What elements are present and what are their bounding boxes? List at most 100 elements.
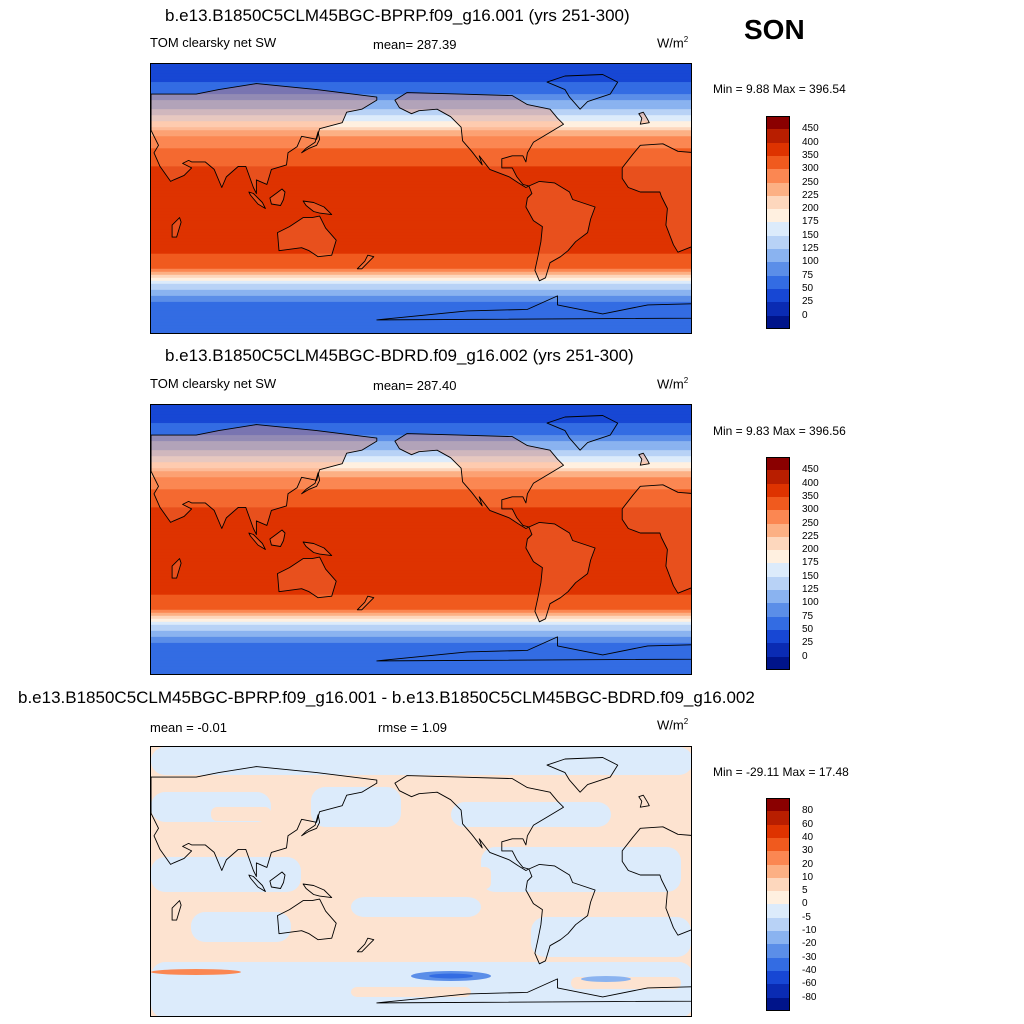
panel-1-lat-band <box>151 70 691 74</box>
panel-1-lat-band <box>151 160 691 164</box>
panel-3-negative-min-core <box>429 973 473 979</box>
panel-1-lat-band <box>151 166 691 170</box>
panel-2-lat-band <box>151 597 691 602</box>
panel-3-coastline-northamerica <box>394 775 564 871</box>
panel-1-lat-band <box>151 118 691 122</box>
panel-2-lat-band <box>151 600 691 605</box>
panel-2-lat-band <box>151 660 691 665</box>
panel-2-lat-band <box>151 609 691 614</box>
panel-3-colorbar-tick-label: 5 <box>802 885 808 897</box>
panel-2-lat-band <box>151 531 691 535</box>
panel-2-land-shade-newguinea <box>303 542 332 556</box>
panel-1-lat-band <box>151 175 691 179</box>
panel-2-lat-band <box>151 588 691 593</box>
panel-2-lat-band <box>151 471 691 475</box>
panel-3-negative-region <box>481 847 681 892</box>
panel-2-lat-band <box>151 468 691 472</box>
panel-1-colorbar-box <box>766 195 790 210</box>
panel-2-lat-band <box>151 633 691 638</box>
panel-1-coastline-japan <box>301 131 321 154</box>
panel-1-lat-band <box>151 115 691 119</box>
panel-2-colorbar-tick-label: 100 <box>802 597 819 609</box>
panel-2-colorbar-tick-label: 300 <box>802 504 819 516</box>
panel-1-lat-band <box>151 232 691 237</box>
panel-2-lat-band <box>151 528 691 532</box>
panel-1-colorbar-tick-label: 175 <box>802 216 819 228</box>
panel-2-lat-band <box>151 603 691 608</box>
panel-3-coastline-africa <box>621 826 691 936</box>
panel-2-colorbar-box <box>766 470 790 485</box>
panel-2-colorbar-box <box>766 536 790 551</box>
panel-3-colorbar-box <box>766 798 790 812</box>
panel-2-lat-band <box>151 426 691 430</box>
panel-3-positive-max-region <box>151 969 241 975</box>
panel-2-mean-label: mean= 287.40 <box>373 378 457 393</box>
panel-2-lat-band <box>151 465 691 469</box>
panel-2-coastline-africa <box>621 484 691 594</box>
panel-1-lat-band <box>151 289 691 294</box>
panel-2-lat-band <box>151 501 691 505</box>
panel-1-lat-band <box>151 217 691 222</box>
panel-2-lat-band <box>151 459 691 463</box>
panel-2-lat-band <box>151 414 691 418</box>
panel-3-colorbar-box <box>766 984 790 998</box>
panel-2-lat-band <box>151 639 691 644</box>
panel-2-lat-band <box>151 411 691 415</box>
panel-3-colorbar-tick-label: 30 <box>802 845 814 857</box>
panel-2-coastline-japan <box>301 472 321 495</box>
panel-2-lat-band <box>151 417 691 421</box>
panel-2-coastline-greenland <box>546 415 619 451</box>
panel-3-coastline-asia <box>151 766 378 877</box>
panel-3-colorbar-box <box>766 877 790 892</box>
panel-3-colorbar-box <box>766 997 790 1012</box>
panel-1-lat-band <box>151 124 691 128</box>
panel-1-colorbar-box <box>766 235 790 250</box>
panel-2-variable-label: TOM clearsky net SW <box>150 376 277 391</box>
panel-1-lat-band <box>151 199 691 204</box>
panel-3-coastline-madagascar <box>171 900 182 921</box>
panel-1-lat-band <box>151 328 691 333</box>
panel-2-coastline-southamerica <box>525 521 596 623</box>
panel-2-colorbar-tick-label: 400 <box>802 477 819 489</box>
panel-3-colorbar-tick-label: -40 <box>802 964 817 976</box>
panel-1-lat-band <box>151 301 691 306</box>
panel-2-lat-band <box>151 615 691 620</box>
panel-1-lat-band <box>151 139 691 143</box>
panel-2-coastline-uk <box>638 452 650 466</box>
panel-2-lat-band <box>151 552 691 557</box>
panel-2-lat-band <box>151 558 691 563</box>
panel-3-colorbar-tick-label: -30 <box>802 951 817 963</box>
panel-2-colorbar-tick-label: 50 <box>802 623 814 635</box>
panel-1-land-shade-madagascar <box>172 217 182 238</box>
panel-1-lat-band <box>151 178 691 182</box>
panel-1-colorbar-box <box>766 116 790 130</box>
panel-2-lat-band <box>151 486 691 490</box>
panel-1-lat-band <box>151 205 691 210</box>
panel-2-lat-band <box>151 447 691 451</box>
panel-1-colorbar-box <box>766 288 790 303</box>
panel-1-lat-band <box>151 202 691 207</box>
panel-2-lat-band <box>151 540 691 545</box>
panel-1-colorbar-tick-label: 75 <box>802 269 814 281</box>
panel-2-colorbar-box <box>766 510 790 524</box>
panel-3-colorbar-box <box>766 970 790 985</box>
panel-1-lat-band <box>151 157 691 161</box>
panel-2-lat-band <box>151 462 691 466</box>
panel-2-lat-band <box>151 498 691 502</box>
panel-2-lat-band <box>151 594 691 599</box>
panel-1-colorbar-tick-label: 150 <box>802 229 819 241</box>
panel-1-coastline-borneo <box>269 188 286 206</box>
panel-1-colorbar-box <box>766 209 790 223</box>
panel-3-colorbar-tick-label: -80 <box>802 991 817 1003</box>
panel-1-minmax: Min = 9.88 Max = 396.54 <box>713 82 846 96</box>
panel-3-coastline-newguinea <box>302 883 333 899</box>
panel-1-colorbar-tick-label: 300 <box>802 163 819 175</box>
panel-1-lat-band <box>151 133 691 137</box>
panel-2-lat-band <box>151 480 691 484</box>
panel-2-lat-band <box>151 525 691 529</box>
panel-2-lat-band <box>151 495 691 499</box>
panel-3-colorbar-box <box>766 837 790 852</box>
panel-2-lat-band <box>151 573 691 578</box>
panel-1-lat-band <box>151 220 691 225</box>
panel-1-colorbar-tick-label: 400 <box>802 136 819 148</box>
